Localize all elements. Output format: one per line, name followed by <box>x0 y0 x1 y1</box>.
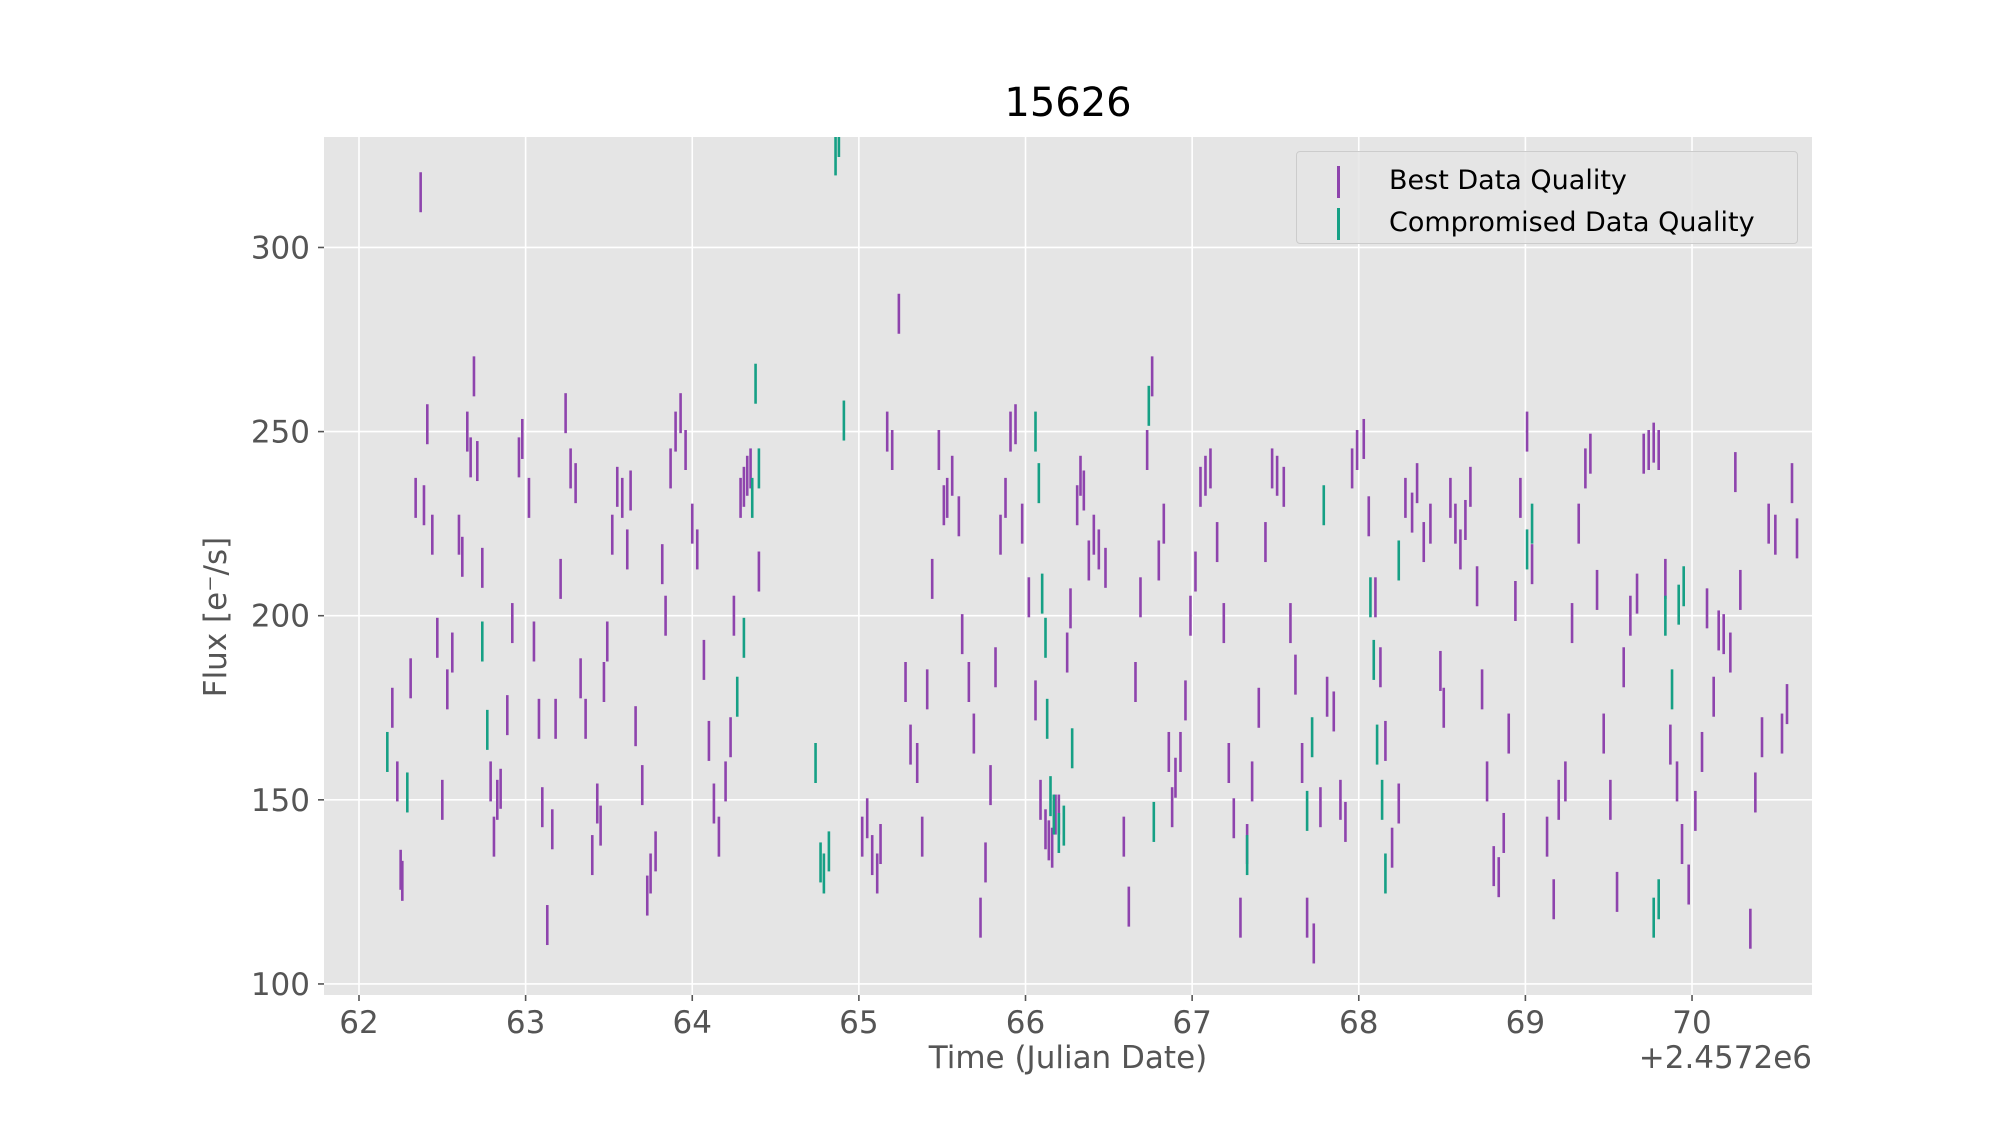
legend: Best Data Quality Compromised Data Quali… <box>1296 151 1798 244</box>
y-tick-label: 300 <box>251 230 310 266</box>
legend-label-compromised: Compromised Data Quality <box>1389 207 1755 238</box>
series-compromised <box>386 137 1685 938</box>
ticks: 62 63 64 65 66 67 68 69 70 100 150 200 250 300 <box>251 230 1712 1041</box>
y-axis-label: Flux [e⁻/s] <box>198 536 234 698</box>
x-axis-label: Time (Julian Date) <box>928 1040 1208 1076</box>
x-tick-label: 64 <box>673 1005 712 1041</box>
x-tick-label: 65 <box>839 1005 878 1041</box>
legend-entry-compromised: Compromised Data Quality <box>1297 204 1797 244</box>
series-group <box>386 137 1799 964</box>
legend-swatch-best <box>1337 166 1340 198</box>
x-tick-label: 67 <box>1172 1005 1211 1041</box>
y-tick-label: 250 <box>251 415 310 451</box>
x-axis-offset-label: +2.4572e6 <box>1638 1040 1812 1076</box>
y-tick-label: 150 <box>251 783 310 819</box>
x-tick-label: 66 <box>1006 1005 1045 1041</box>
chart-title: 15626 <box>1004 80 1132 126</box>
legend-label-best: Best Data Quality <box>1389 165 1627 196</box>
x-tick-label: 62 <box>339 1005 378 1041</box>
legend-entry-best: Best Data Quality <box>1297 162 1797 202</box>
series-layer <box>386 137 1799 964</box>
y-tick-label: 200 <box>251 599 310 635</box>
plot-area <box>324 137 1812 995</box>
grid <box>324 137 1812 995</box>
y-tick-label: 100 <box>251 967 310 1003</box>
series-best <box>391 172 1799 964</box>
legend-swatch-compromised <box>1337 208 1340 240</box>
x-tick-label: 63 <box>506 1005 545 1041</box>
x-tick-label: 69 <box>1506 1005 1545 1041</box>
x-tick-label: 70 <box>1672 1005 1711 1041</box>
x-tick-label: 68 <box>1339 1005 1378 1041</box>
